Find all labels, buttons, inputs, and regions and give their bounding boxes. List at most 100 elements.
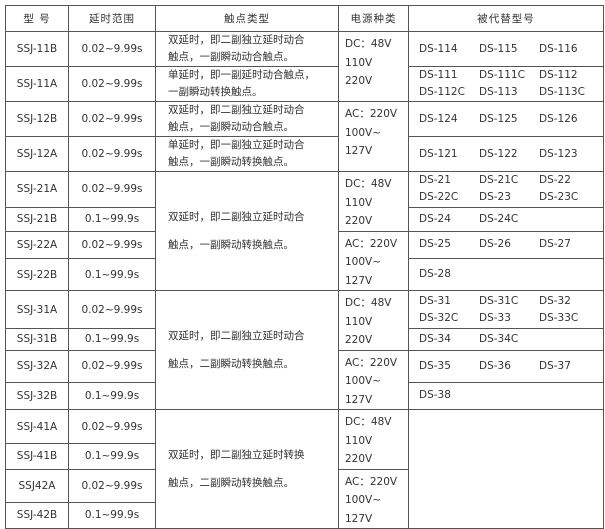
replaced-models-grid: DS-24 DS-24C bbox=[419, 211, 603, 228]
power-type-line: AC：220V bbox=[345, 356, 398, 369]
replaced-models-grid: DS-25 DS-26 DS-27 bbox=[419, 236, 603, 253]
delay-range-cell: 0.02~9.99s bbox=[68, 409, 156, 444]
replaced-model: DS-21 bbox=[419, 174, 451, 187]
model-cell: SSJ-11A bbox=[5, 66, 69, 102]
model-cell: SSJ-22B bbox=[5, 258, 69, 291]
table-row: SSJ-12A 0.02~9.99s 单延时，即一副独立延时动合 触点，一副瞬动转换触… bbox=[5, 136, 604, 172]
power-type-line: 100V~ bbox=[345, 256, 382, 268]
column-header: 触点类型 bbox=[155, 5, 339, 32]
replaced-models-cell-empty bbox=[408, 409, 604, 529]
power-type-line: AC：220V bbox=[345, 475, 398, 488]
contact-type-cell: 单延时，即一副延时动合触点， 一副瞬动转换触点。 bbox=[155, 66, 339, 102]
contact-type-line: 双延时，即二副独立延时动合 bbox=[168, 211, 305, 223]
contact-type-cell: 双延时，即二副独立延时动合 触点，一副瞬动动合触点。 bbox=[155, 31, 339, 67]
power-type-cell: AC：220V 100V~ 127V bbox=[338, 349, 409, 410]
replaced-models-grid: DS-28 bbox=[419, 266, 603, 283]
delay-range-cell: 0.1~99.9s bbox=[68, 206, 156, 232]
replaced-model: DS-125 bbox=[479, 112, 518, 125]
power-type-line: AC：220V bbox=[345, 237, 398, 250]
power-type-line: AC：220V bbox=[345, 108, 398, 120]
model-cell: SSJ-31A bbox=[5, 289, 69, 330]
model-cell: SSJ-31B bbox=[5, 328, 69, 351]
replaced-model: DS-34 bbox=[419, 332, 451, 345]
delay-range-cell: 0.1~99.9s bbox=[68, 501, 156, 529]
contact-type-line: 双延时，即二副独立延时动合 bbox=[168, 34, 305, 46]
delay-range-cell: 0.02~9.99s bbox=[68, 289, 156, 330]
replaced-model: DS-122 bbox=[479, 147, 518, 160]
replaced-model: DS-32C bbox=[419, 311, 459, 324]
contact-type-line: 双延时，即二副独立延时动合 bbox=[168, 330, 305, 342]
power-type-line: 110V bbox=[345, 56, 373, 69]
replaced-models-grid: DS-34 DS-34C bbox=[419, 331, 603, 348]
power-type-line: DC：48V bbox=[345, 178, 392, 190]
delay-range-cell: 0.02~9.99s bbox=[68, 136, 156, 172]
model-cell: SSJ-41B bbox=[5, 443, 69, 470]
contact-type-cell: 双延时，即二副独立延时转换 触点，二副瞬动转换触点。 bbox=[155, 409, 339, 529]
replaced-model: DS-112 bbox=[539, 69, 578, 81]
replaced-model: DS-28 bbox=[419, 268, 451, 281]
power-type-line: 220V bbox=[345, 75, 373, 87]
replaced-model: DS-33C bbox=[539, 311, 579, 324]
model-cell: SSJ-21A bbox=[5, 171, 69, 208]
contact-type-line: 触点，二副瞬动转换触点。 bbox=[168, 358, 294, 370]
table-row: SSJ-31A 0.02~9.99s 双延时，即二副独立延时动合 触点，二副瞬动转换触… bbox=[5, 289, 604, 410]
replaced-models-cell: DS-38 bbox=[408, 381, 604, 411]
contact-type-line: 双延时，即二副独立延时转换 bbox=[168, 449, 305, 461]
delay-range-cell: 0.02~9.99s bbox=[68, 171, 156, 208]
power-type-line: 100V~ bbox=[345, 494, 382, 506]
replaced-model: DS-33 bbox=[479, 311, 511, 324]
replaced-model: DS-22C bbox=[419, 191, 459, 204]
model-cell: SSJ-42B bbox=[5, 501, 69, 529]
table-row: SSJ-41B 0.1~99.9s bbox=[5, 443, 604, 470]
replaced-models-grid: DS-124 DS-125 DS-126 bbox=[419, 111, 603, 128]
replaced-models-cell: DS-35 DS-36 DS-37 bbox=[408, 349, 604, 383]
contact-type-line: 单延时，即一副独立延时动合 bbox=[168, 139, 305, 151]
model-cell: SSJ-32A bbox=[5, 349, 69, 383]
replaced-model: DS-126 bbox=[539, 112, 578, 125]
replaced-models-cell: DS-21 DS-21C DS-22 DS-22C DS-23 DS-23C bbox=[408, 171, 604, 208]
replaced-models-cell: DS-24 DS-24C bbox=[408, 206, 604, 232]
delay-range-cell: 0.02~9.99s bbox=[68, 101, 156, 137]
contact-type-line: 触点，一副瞬动动合触点。 bbox=[168, 121, 294, 133]
replaced-model: DS-124 bbox=[419, 112, 458, 125]
power-type-line: 100V~ bbox=[345, 375, 382, 387]
replaced-model: DS-24 bbox=[419, 212, 451, 225]
power-type-line: 127V bbox=[345, 145, 373, 157]
power-type-line: 127V bbox=[345, 274, 373, 287]
delay-range-cell: 0.02~9.99s bbox=[68, 349, 156, 383]
replaced-model: DS-111C bbox=[479, 69, 525, 81]
replaced-models-grid: DS-121 DS-122 DS-123 bbox=[419, 146, 603, 163]
column-header: 延时范围 bbox=[68, 5, 156, 32]
replaced-model: DS-36 bbox=[479, 359, 511, 372]
model-cell: SSJ-21B bbox=[5, 206, 69, 232]
model-cell: SSJ-12A bbox=[5, 136, 69, 172]
replaced-models-cell: DS-25 DS-26 DS-27 bbox=[408, 230, 604, 260]
model-cell: SSJ-11B bbox=[5, 31, 69, 67]
replaced-model: DS-32 bbox=[539, 294, 571, 307]
replaced-model: DS-123 bbox=[539, 147, 578, 160]
power-type-line: 100V~ bbox=[345, 126, 382, 139]
replaced-models-cell: DS-114 DS-115 DS-116 bbox=[408, 31, 604, 67]
column-header: 被代替型号 bbox=[408, 5, 604, 32]
replaced-models-grid: DS-114 DS-115 DS-116 bbox=[419, 41, 603, 58]
replaced-model: DS-25 bbox=[419, 238, 451, 251]
power-type-line: 220V bbox=[345, 215, 373, 227]
power-type-line: DC：48V bbox=[345, 416, 392, 428]
contact-type-line: 触点，一副瞬动转换触点。 bbox=[168, 239, 294, 251]
delay-range-cell: 0.02~9.99s bbox=[68, 66, 156, 102]
replaced-models-cell: DS-28 bbox=[408, 258, 604, 291]
replaced-model: DS-22 bbox=[539, 174, 571, 187]
replaced-model: DS-111 bbox=[419, 69, 458, 81]
replaced-models-grid: DS-111 DS-111C DS-112 DS-112C DS-113 DS-113C bbox=[419, 67, 603, 101]
contact-type-line: 触点，一副瞬动动合触点。 bbox=[168, 51, 294, 63]
power-type-line: 110V bbox=[345, 434, 373, 447]
replaced-models-cell: DS-124 DS-125 DS-126 bbox=[408, 101, 604, 137]
model-cell: SSJ-22A bbox=[5, 230, 69, 260]
model-cell: SSJ-12B bbox=[5, 101, 69, 137]
power-type-line: 127V bbox=[345, 512, 373, 525]
replaced-models-grid: DS-21 DS-21C DS-22 DS-22C DS-23 DS-23C bbox=[419, 172, 603, 206]
power-type-cell: AC：220V 100V~ 127V bbox=[338, 230, 409, 291]
power-type-line: 110V bbox=[345, 315, 373, 328]
table-row: SSJ-32A 0.02~9.99s AC：220V 100V~ 127V DS-35 DS… bbox=[5, 349, 604, 410]
replaced-model: DS-35 bbox=[419, 359, 451, 372]
